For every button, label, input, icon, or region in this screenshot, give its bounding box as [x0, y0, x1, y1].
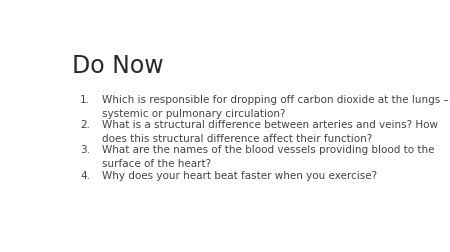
Text: 2.: 2. — [80, 119, 90, 130]
Text: What is a structural difference between arteries and veins? How: What is a structural difference between … — [102, 119, 437, 130]
Text: does this structural difference affect their function?: does this structural difference affect t… — [102, 134, 372, 143]
Text: Which is responsible for dropping off carbon dioxide at the lungs –: Which is responsible for dropping off ca… — [102, 94, 448, 104]
Text: 4.: 4. — [80, 170, 90, 180]
Text: Why does your heart beat faster when you exercise?: Why does your heart beat faster when you… — [102, 170, 377, 180]
Text: Do Now: Do Now — [72, 53, 163, 77]
Text: 3.: 3. — [80, 145, 90, 155]
Text: systemic or pulmonary circulation?: systemic or pulmonary circulation? — [102, 108, 285, 118]
Text: surface of the heart?: surface of the heart? — [102, 159, 211, 169]
Text: 1.: 1. — [80, 94, 90, 104]
Text: What are the names of the blood vessels providing blood to the: What are the names of the blood vessels … — [102, 145, 434, 155]
